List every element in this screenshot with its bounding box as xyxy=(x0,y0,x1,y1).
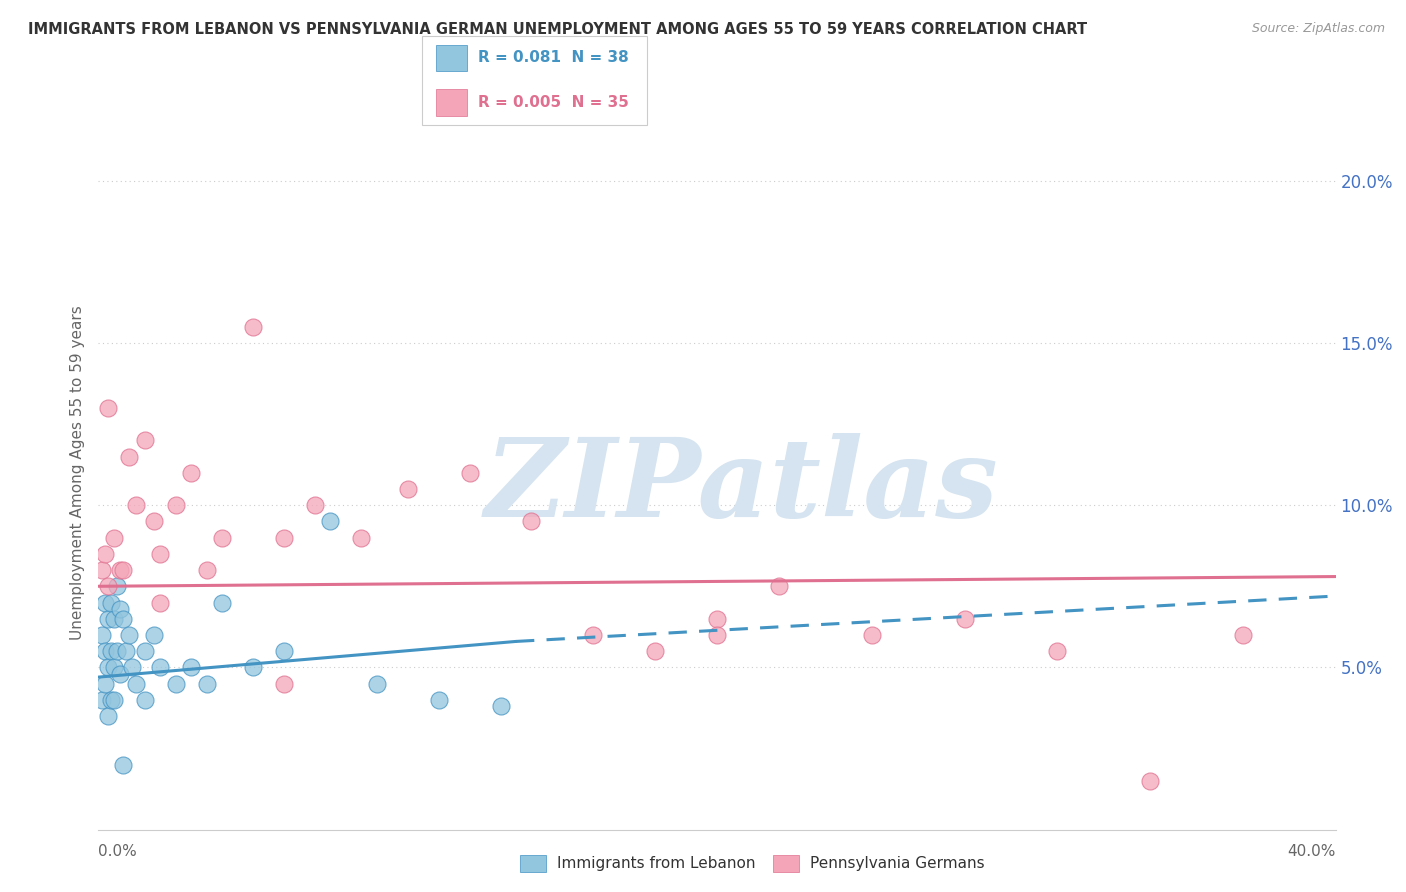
Point xyxy=(97,401,120,415)
Point xyxy=(1139,773,1161,788)
Text: IMMIGRANTS FROM LEBANON VS PENNSYLVANIA GERMAN UNEMPLOYMENT AMONG AGES 55 TO 59 : IMMIGRANTS FROM LEBANON VS PENNSYLVANIA … xyxy=(28,22,1087,37)
Point xyxy=(582,628,605,642)
Point xyxy=(124,498,146,512)
Point xyxy=(112,612,135,626)
Point xyxy=(93,595,115,609)
Point xyxy=(366,676,388,690)
Point xyxy=(143,515,166,529)
Point xyxy=(195,676,218,690)
Point xyxy=(644,644,666,658)
Point xyxy=(134,693,156,707)
Point xyxy=(134,434,156,448)
Text: Pennsylvania Germans: Pennsylvania Germans xyxy=(810,856,984,871)
Point xyxy=(97,612,120,626)
Point xyxy=(103,531,125,545)
Point xyxy=(427,693,450,707)
Point xyxy=(165,676,187,690)
Point xyxy=(115,644,138,658)
Point xyxy=(211,595,233,609)
Point xyxy=(195,563,218,577)
Point xyxy=(489,699,512,714)
Point xyxy=(458,466,481,480)
Point xyxy=(124,676,146,690)
Point xyxy=(112,563,135,577)
Point xyxy=(706,612,728,626)
Text: R = 0.005  N = 35: R = 0.005 N = 35 xyxy=(478,95,628,110)
Point xyxy=(103,660,125,674)
Text: 0.0%: 0.0% xyxy=(98,845,138,859)
Point xyxy=(100,595,122,609)
Point xyxy=(90,628,112,642)
Point xyxy=(93,547,115,561)
Point xyxy=(396,482,419,496)
Text: Source: ZipAtlas.com: Source: ZipAtlas.com xyxy=(1251,22,1385,36)
Point xyxy=(97,579,120,593)
Point xyxy=(1232,628,1254,642)
Point xyxy=(108,563,131,577)
Point xyxy=(143,628,166,642)
Point xyxy=(90,563,112,577)
Point xyxy=(706,628,728,642)
Point xyxy=(103,612,125,626)
Point xyxy=(100,644,122,658)
Text: 40.0%: 40.0% xyxy=(1288,845,1336,859)
Point xyxy=(108,666,131,681)
Point xyxy=(304,498,326,512)
Point xyxy=(100,693,122,707)
Point xyxy=(149,547,172,561)
Point xyxy=(520,515,543,529)
Point xyxy=(1046,644,1069,658)
Point xyxy=(319,515,342,529)
Point xyxy=(93,644,115,658)
Text: R = 0.081  N = 38: R = 0.081 N = 38 xyxy=(478,51,628,65)
Y-axis label: Unemployment Among Ages 55 to 59 years: Unemployment Among Ages 55 to 59 years xyxy=(70,305,86,640)
Point xyxy=(242,319,264,334)
Point xyxy=(93,676,115,690)
Point xyxy=(149,660,172,674)
Point xyxy=(211,531,233,545)
Point xyxy=(768,579,790,593)
Point xyxy=(180,466,202,480)
Point xyxy=(180,660,202,674)
Point xyxy=(134,644,156,658)
Point xyxy=(105,579,128,593)
Point xyxy=(118,628,141,642)
Point xyxy=(350,531,373,545)
Point xyxy=(242,660,264,674)
Point xyxy=(273,644,295,658)
Text: ZIPatlas: ZIPatlas xyxy=(485,434,998,541)
Point xyxy=(97,660,120,674)
Point xyxy=(103,693,125,707)
Point xyxy=(121,660,143,674)
Point xyxy=(105,644,128,658)
Text: Immigrants from Lebanon: Immigrants from Lebanon xyxy=(557,856,755,871)
Point xyxy=(953,612,976,626)
Point xyxy=(273,531,295,545)
Point xyxy=(90,693,112,707)
Point xyxy=(97,709,120,723)
Point xyxy=(273,676,295,690)
Point xyxy=(112,757,135,772)
Point xyxy=(118,450,141,464)
Point xyxy=(165,498,187,512)
Point xyxy=(108,602,131,616)
Point xyxy=(149,595,172,609)
Point xyxy=(860,628,883,642)
